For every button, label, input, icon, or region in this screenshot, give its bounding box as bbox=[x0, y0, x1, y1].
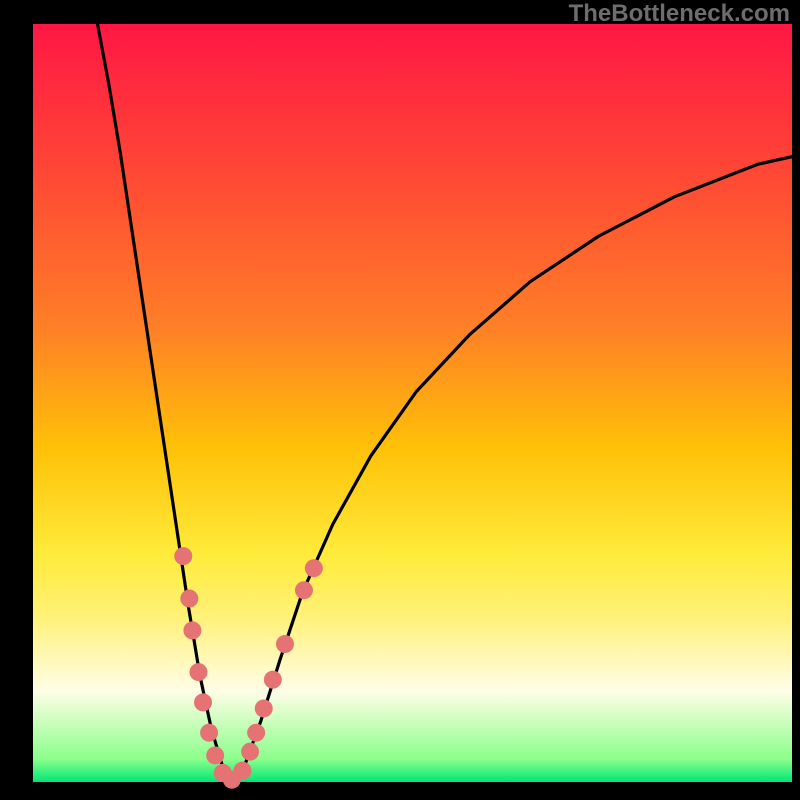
data-marker bbox=[183, 621, 201, 639]
data-marker bbox=[200, 724, 218, 742]
data-marker bbox=[305, 559, 323, 577]
data-marker bbox=[194, 693, 212, 711]
stage: TheBottleneck.com bbox=[0, 0, 800, 800]
data-marker bbox=[180, 590, 198, 608]
data-marker bbox=[264, 671, 282, 689]
data-markers bbox=[174, 547, 323, 789]
data-marker bbox=[276, 635, 294, 653]
data-marker bbox=[206, 746, 224, 764]
curve-layer bbox=[0, 0, 800, 800]
data-marker bbox=[247, 724, 265, 742]
data-marker bbox=[255, 699, 273, 717]
watermark-text: TheBottleneck.com bbox=[569, 0, 790, 28]
data-marker bbox=[174, 547, 192, 565]
data-marker bbox=[295, 581, 313, 599]
data-marker bbox=[233, 762, 251, 780]
data-marker bbox=[241, 743, 259, 761]
data-marker bbox=[189, 663, 207, 681]
